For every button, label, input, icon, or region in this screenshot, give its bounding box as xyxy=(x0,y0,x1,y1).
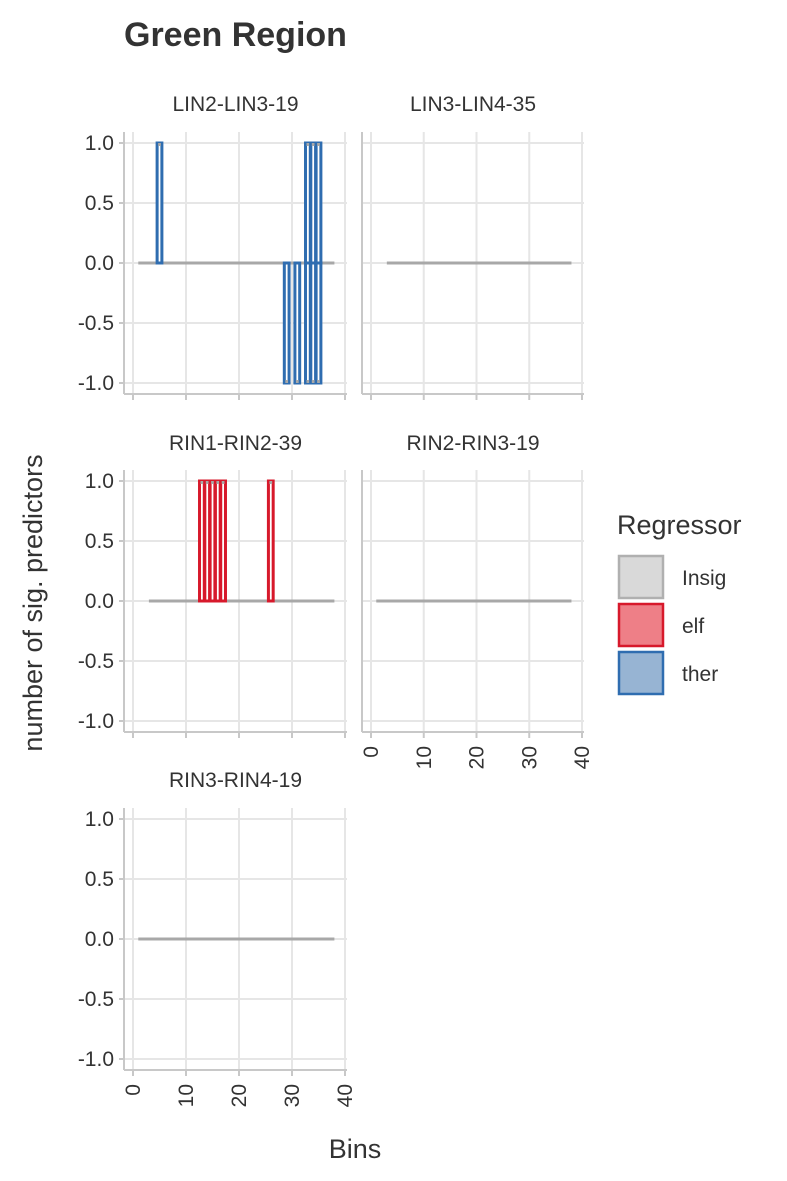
panel-rin1-rin2-39: RIN1-RIN2-39 1.0 0.5 0.0 -0.5 -1.0 xyxy=(78,432,347,738)
legend-key-elf xyxy=(617,602,665,648)
y-tick-label: -1.0 xyxy=(78,1048,114,1071)
bar-cap xyxy=(306,380,310,383)
legend-key-ther xyxy=(617,650,665,696)
bar-cap xyxy=(285,380,289,383)
y-tick-label: 1.0 xyxy=(85,808,114,831)
bar-cap xyxy=(269,481,273,484)
bar-cap xyxy=(158,143,161,146)
panel-lin2-lin3-19: LIN2-LIN3-19 1.0 0.5 0.0 -0.5 -1.0 xyxy=(78,93,347,400)
y-tick-label: 0.5 xyxy=(85,192,114,215)
y-tick-label: -0.5 xyxy=(78,312,114,335)
y-tick-label: 0.0 xyxy=(85,590,114,613)
strip-label: RIN2-RIN3-19 xyxy=(406,432,539,455)
strip-label: LIN2-LIN3-19 xyxy=(172,93,298,116)
x-tick-label: 40 xyxy=(334,1084,357,1107)
panels: LIN2-LIN3-19 1.0 0.5 0.0 -0.5 -1.0 LIN3-LIN4-3… xyxy=(78,93,594,1107)
bar-cap xyxy=(200,481,204,484)
x-tick-label: 20 xyxy=(466,746,489,769)
bar-ther xyxy=(314,261,323,385)
strip-label: LIN3-LIN4-35 xyxy=(410,93,536,116)
x-tick-label: 30 xyxy=(518,746,541,769)
bar-ther xyxy=(282,261,291,385)
x-tick-label: 30 xyxy=(281,1084,304,1107)
bar-cap xyxy=(306,143,310,146)
y-tick-label: 0.5 xyxy=(85,868,114,891)
bar-elf xyxy=(266,479,275,603)
x-tick-label: 20 xyxy=(228,1084,251,1107)
bar-cap xyxy=(295,380,299,383)
x-tick-label: 10 xyxy=(413,746,436,769)
y-axis-title: number of sig. predictors xyxy=(18,454,48,751)
strip-label: RIN3-RIN4-19 xyxy=(169,769,302,792)
bar-elf xyxy=(219,479,227,603)
panel-rin3-rin4-19: RIN3-RIN4-19 1.0 0.5 0.0 -0.5 -1.0 0 10 20 30 40 xyxy=(78,769,357,1107)
strip-label: RIN1-RIN2-39 xyxy=(169,432,302,455)
x-axis-title: Bins xyxy=(329,1134,382,1164)
bar-cap xyxy=(221,481,225,484)
bar-cap xyxy=(216,481,220,484)
x-tick-label: 10 xyxy=(175,1084,198,1107)
legend-title: Regressor xyxy=(617,510,742,540)
y-tick-label: -0.5 xyxy=(78,988,114,1011)
legend-label: Insig xyxy=(682,567,726,590)
bar-cap xyxy=(317,143,320,146)
y-tick-label: 1.0 xyxy=(85,470,114,493)
bar-cap xyxy=(311,143,315,146)
bar-ther xyxy=(314,141,323,265)
y-tick-label: -1.0 xyxy=(78,372,114,395)
bar-ther xyxy=(293,261,302,385)
bar-cap xyxy=(205,481,209,484)
y-tick-label: 1.0 xyxy=(85,132,114,155)
panel-rin2-rin3-19: RIN2-RIN3-19 0 10 20 30 40 xyxy=(360,432,594,769)
y-tick-label: 0.0 xyxy=(85,252,114,275)
bar-cap xyxy=(211,481,214,484)
legend-key-insig xyxy=(617,554,665,600)
x-tick-label: 40 xyxy=(571,746,594,769)
bar-cap xyxy=(311,380,315,383)
y-tick-label: 0.0 xyxy=(85,928,114,951)
legend-label: ther xyxy=(682,663,718,686)
y-tick-label: -0.5 xyxy=(78,650,114,673)
legend: Regressor Insig elf ther xyxy=(617,510,742,696)
x-tick-label: 0 xyxy=(122,1084,145,1096)
panel-lin3-lin4-35: LIN3-LIN4-35 xyxy=(361,93,584,400)
x-tick-label: 0 xyxy=(360,746,383,758)
bar-cap xyxy=(317,380,320,383)
y-tick-label: 0.5 xyxy=(85,530,114,553)
legend-label: elf xyxy=(682,615,704,638)
y-tick-label: -1.0 xyxy=(78,710,114,733)
chart-title: Green Region xyxy=(124,16,347,54)
bar-ther xyxy=(155,141,164,265)
